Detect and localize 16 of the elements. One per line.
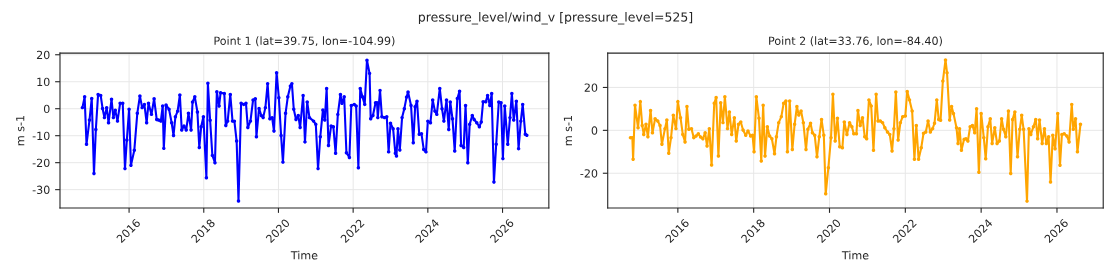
- y-tick-label: -10: [32, 131, 50, 141]
- chart-title: Point 2 (lat=33.76, lon=-84.40): [769, 36, 942, 47]
- y-tick-label: 20: [36, 50, 50, 60]
- y-tick-label: 0: [43, 104, 50, 114]
- y-tick-label: 0: [591, 126, 598, 135]
- text: pressure_level/wind_v [pressure_level=525]: [418, 12, 693, 25]
- y-tick-label: 20: [584, 83, 598, 92]
- y-axis-title: m s-1: [563, 115, 573, 146]
- y-tick-label: -20: [580, 169, 598, 178]
- y-tick-label: 10: [37, 77, 50, 87]
- x-axis-title: Time: [841, 250, 869, 260]
- x-axis-title: Time: [290, 250, 318, 260]
- y-tick-label: -30: [32, 185, 50, 195]
- y-axis-title: m s-1: [16, 115, 25, 146]
- chart-title: Point 1 (lat=39.75, lon=-104.99): [214, 36, 395, 47]
- y-tick-label: -20: [32, 158, 50, 168]
